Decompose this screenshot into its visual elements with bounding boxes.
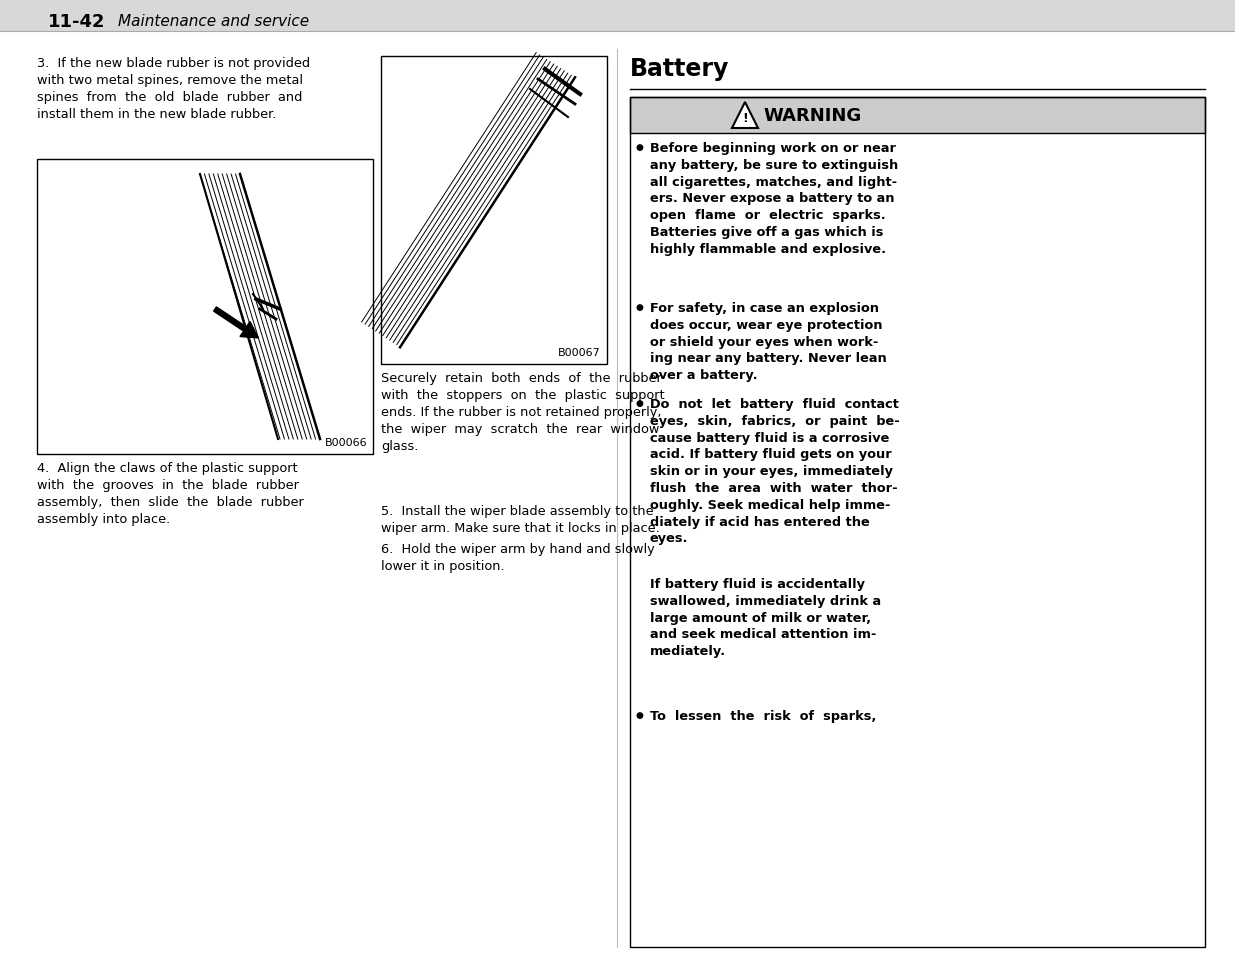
FancyArrow shape xyxy=(214,308,258,338)
Text: If battery fluid is accidentally
swallowed, immediately drink a
large amount of : If battery fluid is accidentally swallow… xyxy=(650,578,881,658)
Text: ●: ● xyxy=(636,710,643,720)
Text: 11-42: 11-42 xyxy=(48,13,105,30)
Text: 4.  Align the claws of the plastic support
with  the  grooves  in  the  blade  r: 4. Align the claws of the plastic suppor… xyxy=(37,461,304,525)
Text: B00067: B00067 xyxy=(558,348,601,357)
Text: WARNING: WARNING xyxy=(763,107,861,125)
Bar xyxy=(37,160,373,455)
Text: 3.  If the new blade rubber is not provided
with two metal spines, remove the me: 3. If the new blade rubber is not provid… xyxy=(37,57,310,121)
Text: B00066: B00066 xyxy=(325,437,367,448)
Text: Battery: Battery xyxy=(630,57,730,81)
Bar xyxy=(382,57,606,365)
Text: !: ! xyxy=(742,112,748,125)
Bar xyxy=(630,98,1205,947)
Text: Do  not  let  battery  fluid  contact
eyes,  skin,  fabrics,  or  paint  be-
cau: Do not let battery fluid contact eyes, s… xyxy=(650,397,900,545)
Text: ●: ● xyxy=(636,398,643,408)
Text: 6.  Hold the wiper arm by hand and slowly
lower it in position.: 6. Hold the wiper arm by hand and slowly… xyxy=(382,542,655,573)
Bar xyxy=(630,98,1205,133)
Text: ●: ● xyxy=(636,303,643,312)
Bar xyxy=(0,0,1235,32)
Text: 5.  Install the wiper blade assembly to the
wiper arm. Make sure that it locks i: 5. Install the wiper blade assembly to t… xyxy=(382,504,659,535)
Polygon shape xyxy=(732,103,758,129)
Text: To  lessen  the  risk  of  sparks,: To lessen the risk of sparks, xyxy=(650,709,877,722)
Text: Securely  retain  both  ends  of  the  rubber
with  the  stoppers  on  the  plas: Securely retain both ends of the rubber … xyxy=(382,372,664,453)
Text: Maintenance and service: Maintenance and service xyxy=(119,14,309,30)
Text: ●: ● xyxy=(636,143,643,152)
Text: For safety, in case an explosion
does occur, wear eye protection
or shield your : For safety, in case an explosion does oc… xyxy=(650,302,887,382)
Text: Before beginning work on or near
any battery, be sure to extinguish
all cigarett: Before beginning work on or near any bat… xyxy=(650,142,898,255)
